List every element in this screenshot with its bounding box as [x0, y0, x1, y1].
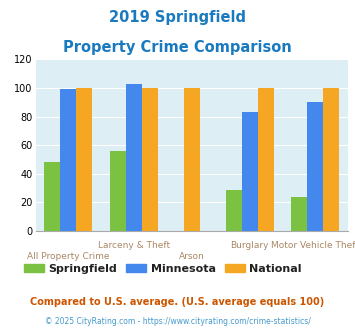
Text: 2019 Springfield: 2019 Springfield: [109, 10, 246, 25]
Bar: [44, 162, 60, 231]
Text: Burglary: Burglary: [230, 241, 269, 250]
Bar: [76, 88, 92, 231]
Bar: [307, 102, 323, 231]
Bar: [184, 88, 200, 231]
Bar: [110, 151, 126, 231]
Text: Property Crime Comparison: Property Crime Comparison: [63, 40, 292, 54]
Text: Arson: Arson: [179, 252, 204, 261]
Bar: [126, 84, 142, 231]
Bar: [291, 197, 307, 231]
Text: All Property Crime: All Property Crime: [27, 252, 109, 261]
Text: Motor Vehicle Theft: Motor Vehicle Theft: [271, 241, 355, 250]
Bar: [323, 88, 339, 231]
Bar: [142, 88, 158, 231]
Bar: [226, 189, 242, 231]
Legend: Springfield, Minnesota, National: Springfield, Minnesota, National: [20, 259, 306, 278]
Text: Compared to U.S. average. (U.S. average equals 100): Compared to U.S. average. (U.S. average …: [31, 297, 324, 307]
Text: © 2025 CityRating.com - https://www.cityrating.com/crime-statistics/: © 2025 CityRating.com - https://www.city…: [45, 317, 310, 326]
Bar: [242, 112, 258, 231]
Text: Larceny & Theft: Larceny & Theft: [98, 241, 170, 250]
Bar: [258, 88, 274, 231]
Bar: [60, 89, 76, 231]
